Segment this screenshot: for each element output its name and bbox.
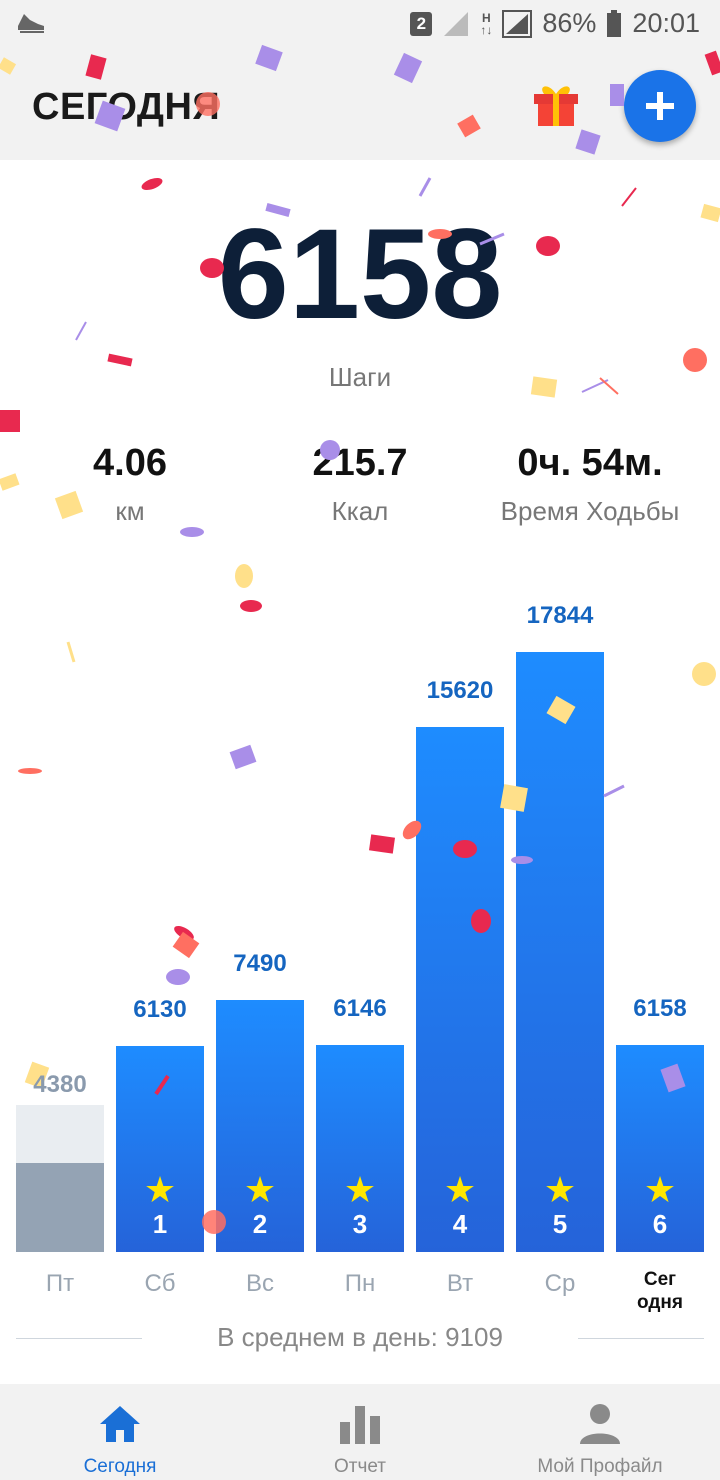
goal-streak-number: 4 [452, 1209, 468, 1239]
bar-value-label: 15620 [426, 677, 494, 704]
bar-goal-gap [16, 1105, 104, 1163]
weekly-steps-chart: 4380 ★ 1 6130 ★ 2 7490 ★ 3 6146 ★ 4 15620 ★ 5 17844 ★ 6 61… [0, 560, 720, 1260]
battery-icon [607, 9, 622, 37]
bar-column-6[interactable]: ★ 6 6158 [616, 995, 704, 1252]
average-divider-right [578, 1338, 704, 1339]
goal-streak-number: 6 [652, 1209, 668, 1239]
day-label: Ср [544, 1270, 576, 1297]
page-title: СЕГОДНЯ [32, 86, 221, 128]
goal-streak-number: 3 [352, 1209, 368, 1239]
bar-value-label: 6158 [633, 995, 687, 1022]
bar-value-label: 6146 [333, 995, 387, 1022]
bar-value-label: 6130 [133, 996, 187, 1023]
bar-chart-icon [340, 1406, 380, 1444]
person-icon [580, 1404, 620, 1444]
clock: 20:01 [632, 8, 700, 38]
bar: ★ 3 [316, 1045, 404, 1252]
day-label-today: Сег одня [616, 1268, 704, 1314]
goal-streak-number: 2 [252, 1209, 268, 1239]
signal-weak-icon [444, 11, 469, 36]
calories-unit: Ккал [331, 496, 389, 526]
calories-value: 215.7 [312, 442, 408, 484]
today-label-line: Сег [643, 1269, 677, 1290]
star-icon: ★ [443, 1169, 477, 1210]
bar-value-label: 4380 [33, 1071, 87, 1098]
app-bar: СЕГОДНЯ [0, 48, 720, 160]
bar [16, 1105, 104, 1252]
star-icon: ★ [643, 1169, 677, 1210]
day-labels: Пт Сб Вс Пн Вт Ср Сег одня [0, 1268, 720, 1318]
star-icon: ★ [543, 1169, 577, 1210]
nav-today[interactable]: Сегодня [0, 1384, 240, 1480]
goal-streak-number: 1 [152, 1209, 168, 1239]
walk-time-label: Время Ходьбы [500, 496, 680, 526]
network-type: H ↑↓ [480, 10, 493, 37]
day-label: Вт [446, 1270, 474, 1297]
nav-report[interactable]: Отчет [240, 1384, 480, 1480]
average-divider-left [16, 1338, 142, 1339]
nav-profile[interactable]: Мой Профайл [480, 1384, 720, 1480]
bar: ★ 6 [616, 1045, 704, 1252]
bar: ★ 5 [516, 652, 604, 1252]
bar-value-label: 17844 [526, 602, 594, 629]
bar-column-2[interactable]: ★ 2 7490 [216, 950, 304, 1252]
steps-count: 6158 [217, 203, 503, 346]
battery-percent: 86% [542, 8, 597, 38]
star-icon: ★ [343, 1169, 377, 1210]
star-icon: ★ [143, 1169, 177, 1210]
bar-column-5[interactable]: ★ 5 17844 [516, 602, 604, 1252]
distance-unit: км [115, 496, 145, 526]
goal-streak-number: 5 [552, 1209, 568, 1239]
home-icon [100, 1406, 140, 1442]
distance-value: 4.06 [93, 442, 167, 484]
bottom-nav: Сегодня Отчет Мой Профайл [0, 1384, 720, 1480]
bar-column-0[interactable]: 4380 [16, 1055, 104, 1252]
bar: ★ 2 [216, 1000, 304, 1252]
gift-icon[interactable] [530, 80, 582, 128]
signal-icon [502, 9, 533, 38]
bar-column-4[interactable]: ★ 4 15620 [416, 677, 504, 1252]
day-label: Вс [245, 1270, 274, 1297]
bar: ★ 1 [116, 1046, 204, 1252]
day-label: Пт [45, 1270, 75, 1297]
today-label-line: одня [637, 1292, 683, 1313]
walk-time-value: 0ч. 54м. [517, 442, 663, 484]
sim-badge: 2 [410, 11, 433, 36]
day-label: Сб [144, 1270, 176, 1297]
nav-today-label: Сегодня [83, 1456, 157, 1477]
calories-metric: 215.7 Ккал [270, 440, 450, 527]
walk-time-metric: 0ч. 54м. Время Ходьбы [480, 440, 700, 527]
steps-label: Шаги [328, 362, 392, 392]
bar-column-3[interactable]: ★ 3 6146 [316, 995, 404, 1252]
bar-column-1[interactable]: ★ 1 6130 [116, 996, 204, 1252]
distance-metric: 4.06 км [40, 440, 220, 527]
add-button[interactable] [624, 70, 696, 142]
shoe-notification-icon [16, 10, 46, 41]
daily-average: В среднем в день: 9109 [217, 1322, 503, 1352]
star-icon: ★ [243, 1169, 277, 1210]
bar: ★ 4 [416, 727, 504, 1252]
day-label: Пн [344, 1270, 376, 1297]
status-bar: 2 H ↑↓ 86% 20:01 [0, 0, 720, 48]
nav-profile-label: Мой Профайл [537, 1456, 663, 1477]
plus-icon [646, 92, 674, 120]
nav-report-label: Отчет [333, 1456, 387, 1477]
bar-value-label: 7490 [233, 950, 287, 977]
